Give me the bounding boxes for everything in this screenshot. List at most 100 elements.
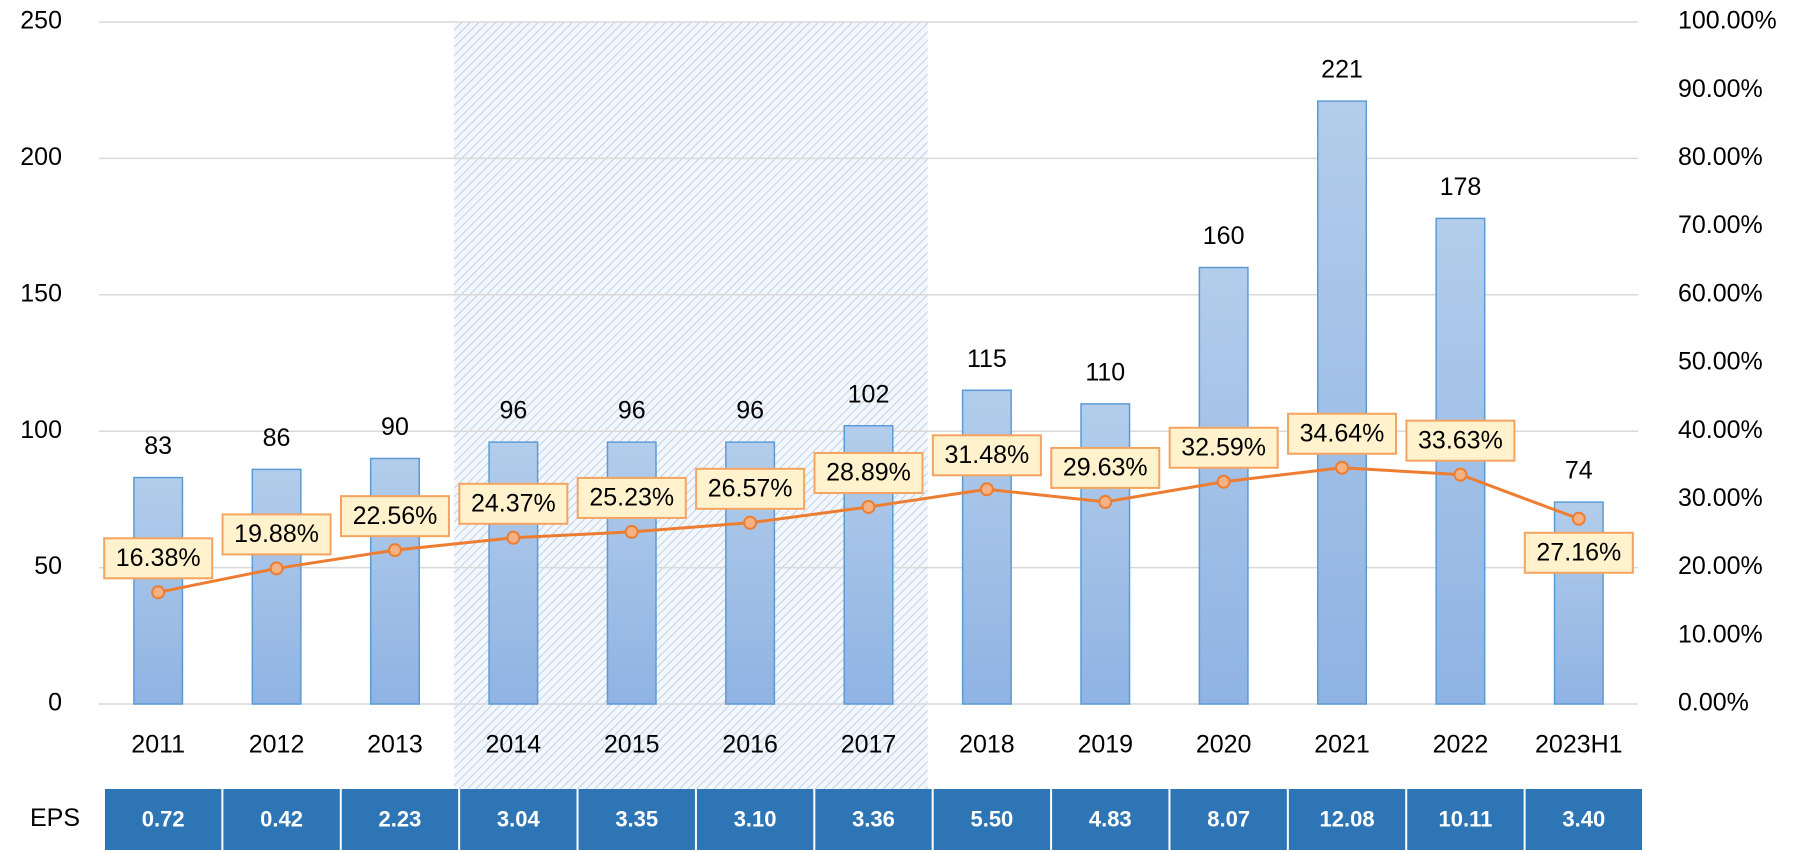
line-marker [1098,494,1113,509]
x-tick-label: 2011 [131,731,185,759]
y2-tick-label: 50.00% [1678,348,1763,376]
table-cell-value: 4.83 [1089,806,1132,831]
bar [1317,100,1368,705]
value-label-box [1523,531,1634,574]
table-cell-value: 3.40 [1562,806,1605,831]
table-cell [578,789,695,850]
bar-value-label: 83 [144,432,172,460]
value-label-box [931,434,1042,477]
x-tick-label: 2015 [604,731,660,759]
value-label-box [576,476,687,519]
value-label-box [695,467,806,510]
table-cell-value: 12.08 [1320,806,1375,831]
bar-value-label: 96 [499,397,527,425]
line-value-label: 22.56% [353,502,438,530]
line-marker [624,524,639,539]
bar-value-label: 178 [1440,173,1482,201]
table-cell [696,789,814,850]
bar-value-label: 96 [736,397,764,425]
x-tick-label: 2018 [959,731,1015,759]
line-marker [387,543,402,558]
y-tick-label: 100 [20,416,62,444]
table-cell [105,789,222,850]
line-marker [151,585,166,600]
bar [133,476,184,705]
table-cell-value: 5.50 [970,806,1013,831]
y-tick-label: 0 [48,689,62,717]
table-cell [933,789,1051,850]
line-marker [1216,474,1231,489]
value-label-box [1405,419,1516,462]
y-tick-label: 50 [34,552,62,580]
bar-value-label: 102 [848,380,890,408]
bar-value-label: 90 [381,413,409,441]
y2-tick-label: 60.00% [1678,279,1763,307]
y2-tick-label: 100.00% [1678,7,1777,35]
line-value-label: 26.57% [708,474,793,502]
x-tick-label: 2012 [249,731,305,759]
line-value-label: 24.37% [471,489,556,517]
line-marker [269,561,284,576]
x-tick-label: 2013 [367,731,423,759]
y-tick-label: 200 [20,143,62,171]
table-row-label: EPS [30,804,80,832]
value-label-box [813,451,924,494]
y2-tick-label: 70.00% [1678,211,1763,239]
y2-tick-label: 80.00% [1678,143,1763,171]
value-label-box [103,537,214,580]
value-label-box [339,495,450,538]
line-value-label: 32.59% [1181,433,1266,461]
table-cell-value: 3.04 [497,806,541,831]
line-value-label: 27.16% [1536,538,1621,566]
line-marker [743,515,758,530]
line-value-label: 25.23% [589,484,674,512]
table-cell [460,789,577,850]
table-cell [341,789,459,850]
table-cell-value: 3.35 [615,806,658,831]
x-tick-label: 2021 [1314,731,1370,759]
line-value-label: 28.89% [826,459,911,487]
bar-value-label: 110 [1085,359,1125,387]
bar [488,441,539,705]
y2-tick-label: 40.00% [1678,416,1763,444]
line-value-label: 29.63% [1063,454,1148,482]
y2-tick-label: 0.00% [1678,689,1749,717]
y2-tick-label: 90.00% [1678,75,1763,103]
value-label-box [221,513,332,556]
value-label-box [458,482,569,525]
x-tick-label: 2014 [486,731,542,759]
table-cell [1525,789,1642,850]
line-value-label: 34.64% [1300,419,1385,447]
y2-tick-label: 30.00% [1678,484,1763,512]
y-tick-label: 150 [20,279,62,307]
y2-tick-label: 20.00% [1678,552,1763,580]
table-cell-value: 0.72 [142,806,185,831]
line-marker [1335,460,1350,475]
line-marker [861,499,876,514]
bar-value-label: 96 [618,397,646,425]
table-cell-value: 3.36 [852,806,895,831]
bar [251,468,302,705]
x-tick-label: 2020 [1196,731,1252,759]
y-tick-label: 250 [20,7,62,35]
table-cell [1052,789,1169,850]
x-tick-label: 2019 [1077,731,1133,759]
table-cell [1288,789,1406,850]
table-cell-value: 8.07 [1207,806,1250,831]
bar-value-label: 74 [1565,457,1593,485]
line-marker [506,530,521,545]
line-value-label: 33.63% [1418,426,1503,454]
table-cell [1170,789,1287,850]
table-cell-value: 2.23 [379,806,422,831]
x-tick-label: 2022 [1433,731,1489,759]
line-value-label: 31.48% [944,441,1029,469]
line-value-label: 19.88% [234,520,319,548]
table-cell-value: 3.10 [734,806,777,831]
table-cell-value: 0.42 [260,806,303,831]
table-cell [815,789,932,850]
line-marker [1571,511,1586,526]
x-tick-label: 2023H1 [1535,731,1623,759]
line-marker [1453,467,1468,482]
table-cell [223,789,340,850]
